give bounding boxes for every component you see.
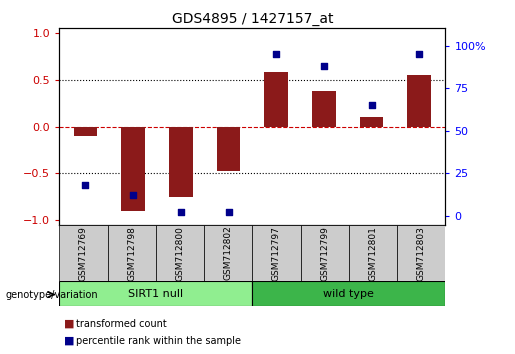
Bar	[252, 225, 301, 281]
Text: GSM712801: GSM712801	[369, 225, 377, 281]
Point	[320, 63, 328, 69]
Text: GSM712798: GSM712798	[127, 225, 136, 281]
Bar	[301, 225, 349, 281]
Text: wild type: wild type	[323, 289, 374, 299]
Text: transformed count: transformed count	[76, 319, 167, 329]
Bar	[349, 225, 397, 281]
Bar	[169, 126, 193, 197]
Bar	[74, 126, 97, 136]
Title: GDS4895 / 1427157_at: GDS4895 / 1427157_at	[171, 12, 333, 26]
Text: GSM712799: GSM712799	[320, 225, 329, 281]
Point	[415, 51, 423, 57]
Bar	[407, 75, 431, 126]
Bar	[108, 225, 156, 281]
Bar	[264, 72, 288, 126]
Bar	[397, 225, 445, 281]
Bar	[359, 117, 384, 126]
Text: percentile rank within the sample: percentile rank within the sample	[76, 336, 241, 346]
Text: ■: ■	[64, 336, 75, 346]
Bar	[252, 281, 445, 306]
Text: GSM712800: GSM712800	[176, 225, 184, 281]
Text: GSM712803: GSM712803	[417, 225, 426, 281]
Point	[177, 210, 185, 215]
Bar	[59, 281, 252, 306]
Text: ■: ■	[64, 319, 75, 329]
Text: GSM712769: GSM712769	[79, 225, 88, 281]
Point	[129, 193, 138, 198]
Text: GSM712797: GSM712797	[272, 225, 281, 281]
Point	[225, 210, 233, 215]
Bar	[59, 225, 108, 281]
Bar	[312, 91, 336, 126]
Bar	[204, 225, 252, 281]
Point	[81, 182, 90, 188]
Text: genotype/variation: genotype/variation	[5, 290, 98, 299]
Point	[272, 51, 280, 57]
Text: GSM712802: GSM712802	[224, 226, 233, 280]
Text: SIRT1 null: SIRT1 null	[128, 289, 183, 299]
Bar	[156, 225, 204, 281]
Bar	[217, 126, 241, 171]
Bar	[121, 126, 145, 211]
Point	[367, 102, 375, 108]
